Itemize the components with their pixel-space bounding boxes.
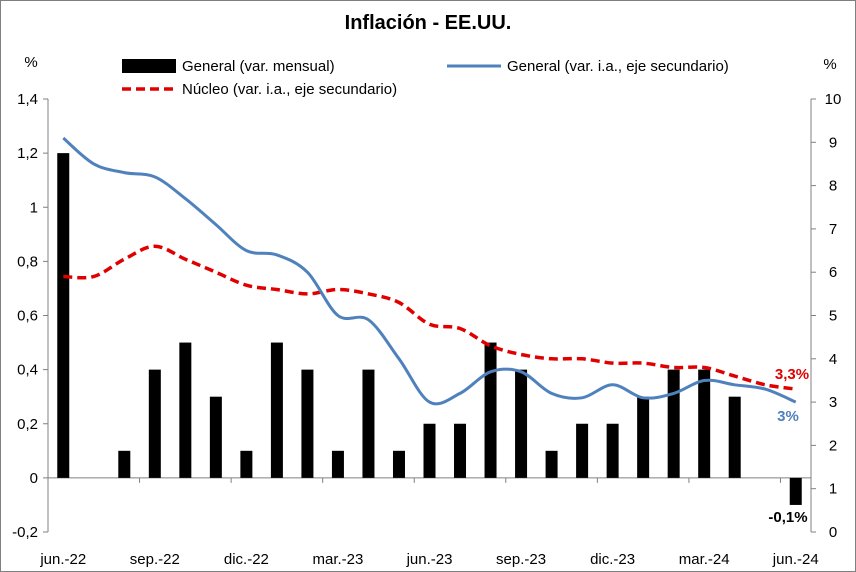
bar — [698, 369, 711, 478]
right-axis-tick-label: 9 — [829, 134, 837, 151]
bar — [637, 396, 650, 478]
annotation-general-last-value: 3% — [777, 408, 799, 425]
bar — [118, 450, 131, 478]
left-axis-tick-label: 0,8 — [17, 253, 38, 270]
right-axis-tick-label: 0 — [829, 524, 837, 541]
bar — [454, 423, 467, 478]
x-axis-tick-label: jun.-23 — [406, 551, 453, 568]
legend-label-general-interanual: General (var. i.a., eje secundario) — [507, 58, 729, 75]
legend: General (var. mensual) General (var. i.a.… — [122, 58, 729, 98]
left-axis-tick-label: 0,6 — [17, 308, 38, 325]
chart-title: Inflación - EE.UU. — [345, 12, 512, 34]
bar — [240, 450, 253, 478]
bar — [301, 369, 314, 478]
right-axis-tick-label: 5 — [829, 308, 837, 325]
x-axis-tick-label: dic.-23 — [590, 551, 635, 568]
x-axis-tick-label: mar.-23 — [313, 551, 364, 568]
x-axis-tick-label: jun.-22 — [39, 551, 86, 568]
bar — [423, 423, 436, 478]
left-axis-tick-label: 1,4 — [17, 91, 38, 108]
right-axis-tick-label: 4 — [829, 351, 837, 368]
bar — [209, 396, 222, 478]
line-series — [62, 136, 797, 406]
right-axis-tick-label: 7 — [829, 221, 837, 238]
left-axis-tick-label: 0 — [30, 470, 38, 487]
bar — [789, 477, 802, 505]
bar — [362, 369, 375, 478]
bar — [515, 369, 528, 478]
bar — [728, 396, 741, 478]
bar — [57, 153, 70, 478]
bar — [667, 369, 680, 478]
annotation-bar-last-value: -0,1% — [768, 509, 807, 526]
bar — [331, 450, 344, 478]
line-nucleo-interanual — [63, 244, 796, 391]
bar — [484, 342, 497, 478]
left-axis-tick-label: 1,2 — [17, 145, 38, 162]
x-axis-tick-label: sep.-22 — [130, 551, 180, 568]
right-axis-tick-label: 1 — [829, 481, 837, 498]
left-axis-tick-label: 0,2 — [17, 416, 38, 433]
left-axis-tick-label: 0,4 — [17, 362, 38, 379]
bar — [576, 423, 589, 478]
bar — [179, 342, 192, 478]
legend-label-general-mensual: General (var. mensual) — [182, 58, 335, 75]
left-axis-tick-label: -0,2 — [12, 524, 38, 541]
right-axis-tick-label: 6 — [829, 264, 837, 281]
bar-series-general-mensual — [57, 153, 802, 505]
bar — [545, 450, 558, 478]
right-axis-unit: % — [823, 56, 836, 73]
x-axis-tick-label: dic.-22 — [224, 551, 269, 568]
bar — [606, 423, 619, 478]
right-axis-tick-label: 8 — [829, 178, 837, 195]
bar — [148, 369, 161, 478]
annotation-nucleo-last-value: 3,3% — [775, 366, 809, 383]
x-axis-tick-label: jun.-24 — [772, 551, 819, 568]
bar — [270, 342, 283, 478]
annotations: 3,3% 3% -0,1% — [768, 366, 809, 526]
legend-label-nucleo-interanual: Núcleo (var. i.a., eje secundario) — [182, 81, 397, 98]
x-axis-tick-label: mar.-24 — [679, 551, 730, 568]
right-axis-tick-label: 10 — [825, 91, 842, 108]
left-axis-tick-label: 1 — [30, 199, 38, 216]
right-axis-tick-label: 2 — [829, 437, 837, 454]
line-general-interanual — [62, 136, 797, 406]
right-axis-tick-label: 3 — [829, 394, 837, 411]
legend-swatch-general-mensual — [122, 59, 176, 73]
left-axis-unit: % — [24, 54, 37, 71]
bar — [392, 450, 405, 478]
axes: -0,2 0 0,2 0,4 0,6 0,8 1 1,2 1,4 0 1 2 3 4 5 6 7 8 9 10 jun.… — [12, 91, 841, 568]
x-axis-tick-label: sep.-23 — [496, 551, 546, 568]
